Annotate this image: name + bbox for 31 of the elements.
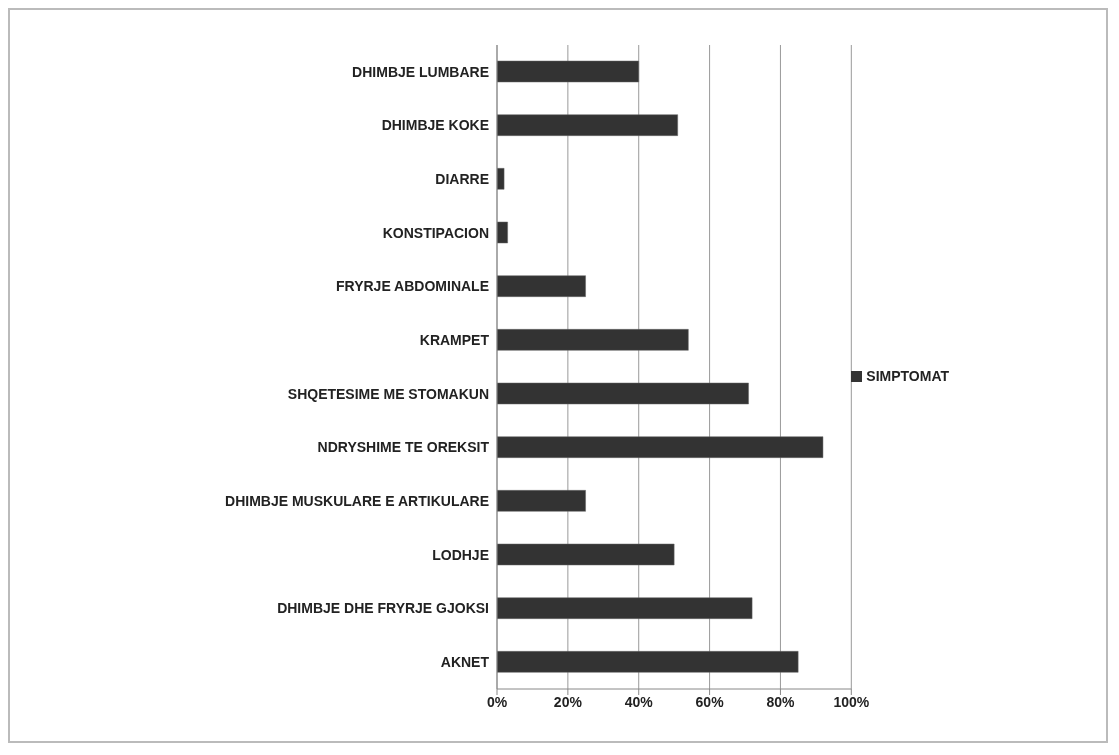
bar xyxy=(497,651,799,673)
x-tick-label: 20% xyxy=(553,693,583,710)
bar xyxy=(497,490,586,512)
y-tick-label: AKNET xyxy=(440,654,490,671)
x-tick-label: 0% xyxy=(486,693,508,710)
bar xyxy=(497,382,749,405)
bar xyxy=(497,221,508,244)
y-tick-label: KRAMPET xyxy=(419,332,490,349)
y-tick-label: DHIMBJE KOKE xyxy=(381,117,489,134)
bar xyxy=(497,597,753,619)
bar xyxy=(497,436,824,458)
x-tick-label: 80% xyxy=(766,693,795,710)
y-tick-label: DHIMBJE DHE FRYRJE GJOKSI xyxy=(277,600,489,617)
bar xyxy=(497,168,505,190)
y-tick-label: LODHJE xyxy=(432,546,489,563)
bar xyxy=(497,275,586,297)
bar xyxy=(497,543,675,566)
y-tick-label: NDRYSHIME TE OREKSIT xyxy=(317,439,490,456)
bar xyxy=(497,60,639,83)
x-tick-label: 100% xyxy=(833,693,870,710)
y-tick-label: DHIMBJE MUSKULARE E ARTIKULARE xyxy=(225,493,489,510)
x-tick-label: 40% xyxy=(624,693,654,710)
y-tick-label: SHQETESIME ME STOMAKUN xyxy=(287,385,489,402)
y-tick-label: DIARRE xyxy=(435,171,489,188)
y-tick-label: KONSTIPACION xyxy=(382,224,489,241)
legend-label: SIMPTOMAT xyxy=(866,367,949,384)
y-tick-label: DHIMBJE LUMBARE xyxy=(352,63,489,80)
y-tick-label: FRYRJE ABDOMINALE xyxy=(336,278,489,295)
bar xyxy=(497,114,678,136)
x-tick-label: 60% xyxy=(695,693,725,710)
bar xyxy=(497,329,689,351)
